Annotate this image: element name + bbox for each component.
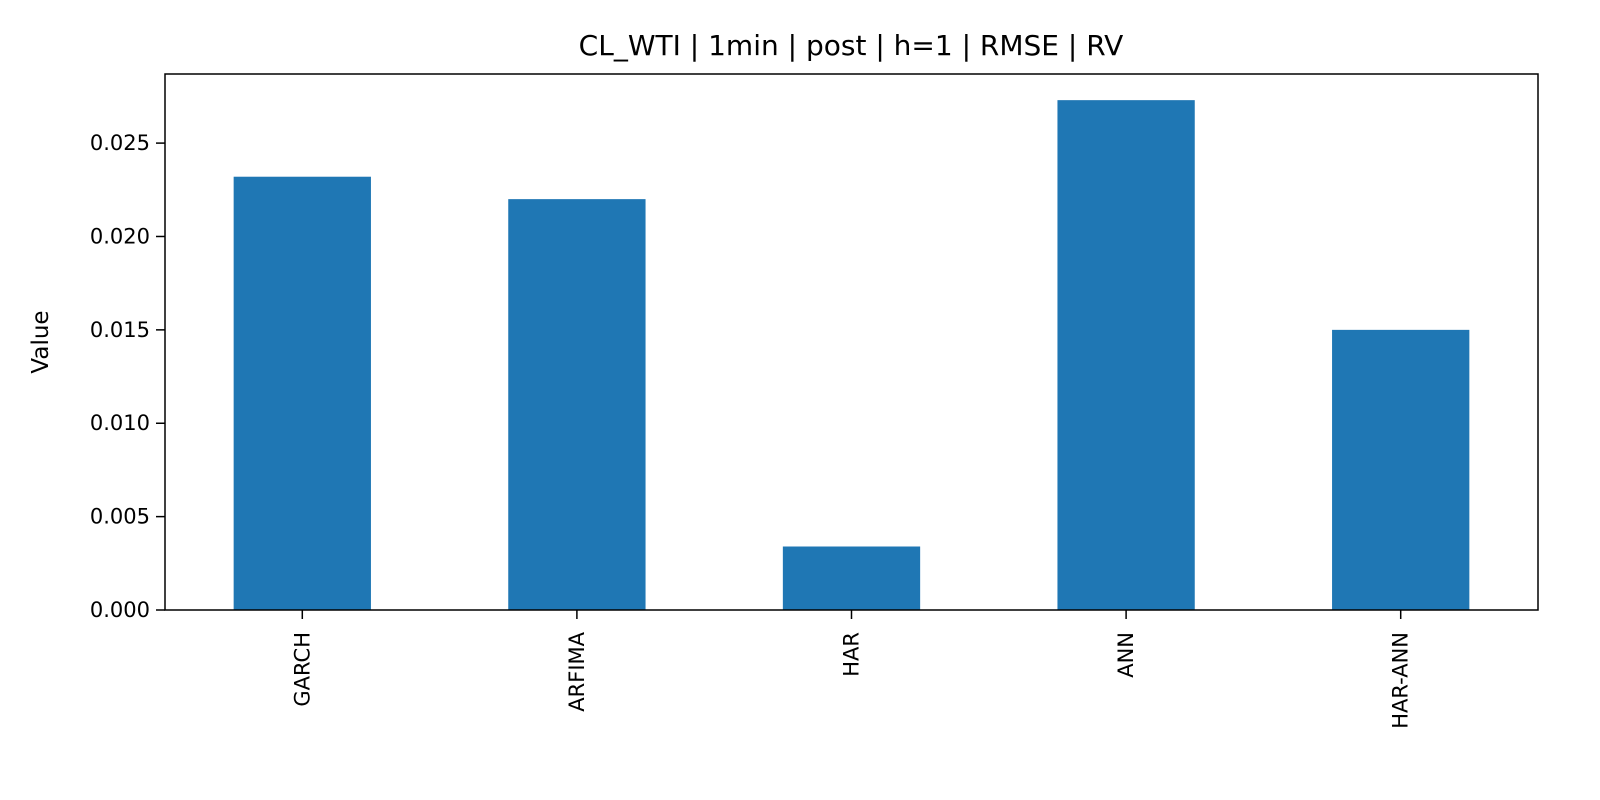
y-tick-label: 0.015 bbox=[90, 318, 150, 342]
x-axis-ticks: GARCH ARFIMA HAR ANN HAR-ANN bbox=[290, 610, 1413, 729]
bar-har-ann bbox=[1332, 329, 1470, 610]
bar-garch bbox=[233, 176, 371, 610]
x-tick-label-ann: ANN bbox=[1114, 632, 1138, 678]
y-tick-label: 0.025 bbox=[90, 131, 150, 155]
x-tick-label-garch: GARCH bbox=[290, 632, 314, 707]
y-tick-label: 0.005 bbox=[90, 505, 150, 529]
y-tick-label: 0.000 bbox=[90, 598, 150, 622]
bars-group bbox=[233, 100, 1470, 611]
x-tick-label-har: HAR bbox=[840, 632, 864, 677]
y-tick-label: 0.010 bbox=[90, 411, 150, 435]
x-tick-label-har-ann: HAR-ANN bbox=[1389, 632, 1413, 729]
bar-ann bbox=[1057, 100, 1195, 611]
y-tick-label: 0.020 bbox=[90, 224, 150, 248]
chart-title: CL_WTI | 1min | post | h=1 | RMSE | RV bbox=[579, 29, 1124, 62]
plot-frame bbox=[164, 73, 1539, 611]
y-axis-ticks: 0.000 0.005 0.010 0.015 0.020 0.025 bbox=[90, 131, 165, 622]
bar-arfima bbox=[508, 199, 646, 611]
bar-har bbox=[782, 546, 921, 610]
x-tick-label-arfima: ARFIMA bbox=[565, 631, 589, 711]
y-axis-label: Value bbox=[28, 310, 54, 373]
